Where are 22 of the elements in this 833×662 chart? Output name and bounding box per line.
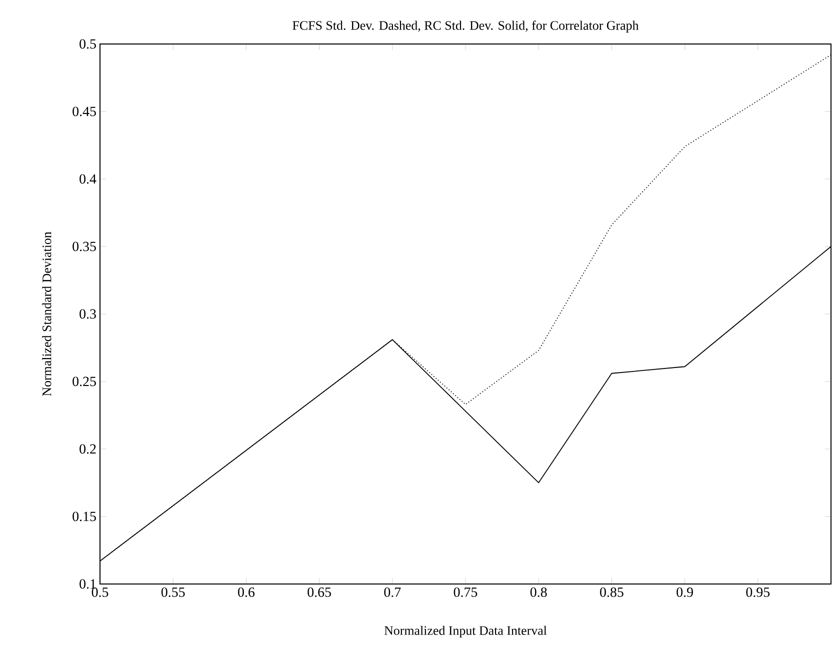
y-tick-label: 0.25 — [72, 376, 96, 386]
x-tick-label: 0.55 — [161, 588, 185, 597]
x-tick-label: 0.9 — [676, 588, 693, 597]
x-tick-label: 0.95 — [746, 588, 770, 597]
y-tick-label: 0.35 — [72, 242, 96, 252]
x-tick-label: 0.85 — [600, 588, 624, 597]
x-tick-label: 0.65 — [308, 588, 331, 597]
x-axis-title: Normalized Input Data Interval — [384, 626, 547, 638]
x-tick-label: 0.6 — [238, 588, 255, 597]
chart-title: FCFS Std. Dev. Dashed, RC Std. Dev. Solid, for Correlator Graph — [292, 20, 639, 32]
y-tick-label: 0.15 — [72, 512, 96, 522]
y-tick-label: 0.4 — [80, 174, 96, 184]
y-tick-label: 0.2 — [80, 444, 96, 454]
y-axis-title: Normalized Standard Deviation — [42, 232, 52, 396]
y-tick-label: 0.5 — [80, 39, 96, 49]
x-tick-label: 0.5 — [92, 588, 108, 597]
x-tick-label: 0.75 — [454, 588, 478, 597]
y-tick-label: 0.1 — [80, 579, 96, 589]
x-tick-label: 0.8 — [530, 588, 547, 597]
y-tick-label: 0.3 — [80, 309, 96, 319]
x-tick-label: 0.7 — [384, 588, 401, 597]
y-tick-label: 0.45 — [72, 106, 96, 116]
